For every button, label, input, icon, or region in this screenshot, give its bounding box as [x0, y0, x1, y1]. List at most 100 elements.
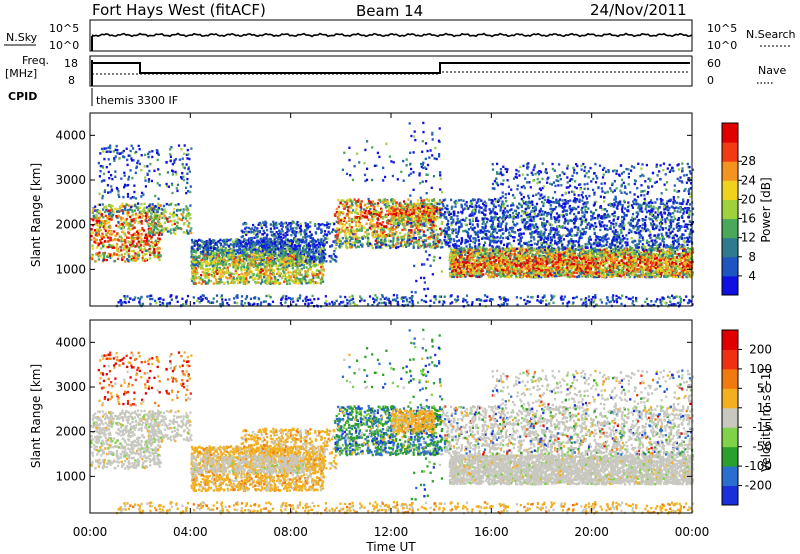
power-cell: [144, 237, 146, 239]
power-cell: [135, 213, 137, 215]
power-cell: [226, 269, 228, 271]
power-cell: [280, 239, 282, 241]
power-cell: [141, 251, 143, 253]
power-cell: [138, 240, 140, 242]
power-cell: [298, 278, 300, 280]
power-cell: [264, 237, 266, 239]
power-cell: [330, 255, 332, 257]
power-cell: [341, 199, 343, 201]
power-cell: [261, 279, 263, 281]
power-cell: [284, 254, 286, 256]
power-cell: [141, 239, 143, 241]
power-cell: [323, 257, 325, 259]
power-cell: [197, 261, 199, 263]
power-cell: [295, 262, 297, 264]
power-cell: [256, 233, 258, 235]
power-cell: [288, 260, 290, 262]
power-cell: [148, 248, 150, 250]
power-cell: [173, 229, 175, 231]
power-cell: [315, 248, 317, 250]
power-cell: [110, 174, 112, 176]
power-cell: [320, 229, 322, 231]
power-cell: [329, 232, 331, 234]
power-cell: [91, 235, 93, 237]
power-cell: [118, 226, 120, 228]
power-cell: [121, 151, 123, 153]
power-cell: [261, 263, 263, 265]
power-cell: [279, 255, 281, 257]
power-cell: [154, 224, 156, 226]
power-cell: [178, 144, 180, 146]
power-cell: [249, 271, 251, 273]
power-cell: [121, 203, 123, 205]
power-cell: [224, 250, 226, 252]
power-cell: [135, 197, 137, 199]
power-cell: [94, 229, 96, 231]
power-cell: [159, 254, 161, 256]
power-cell: [157, 159, 159, 161]
power-cell: [109, 191, 111, 193]
power-cell: [225, 276, 227, 278]
power-cell: [169, 230, 171, 232]
power-cell: [296, 268, 298, 270]
power-cell: [120, 249, 122, 251]
power-cell: [309, 258, 311, 260]
power-cell: [195, 273, 197, 275]
power-cell: [124, 260, 126, 262]
power-cell: [127, 209, 129, 211]
power-cell: [140, 210, 142, 212]
power-cell: [124, 239, 126, 241]
power-cell: [108, 210, 110, 212]
power-cell: [272, 221, 274, 223]
nsky-label: N.Sky: [6, 31, 38, 44]
power-cell: [149, 229, 151, 231]
power-cell: [322, 244, 324, 246]
power-cell: [327, 237, 329, 239]
power-cell: [303, 267, 305, 269]
power-cell: [173, 208, 175, 210]
power-cell: [270, 231, 272, 233]
power-cell: [282, 256, 284, 258]
power-cell: [256, 251, 258, 253]
power-cell: [194, 245, 196, 247]
power-cell: [335, 247, 337, 249]
power-cell: [182, 217, 184, 219]
nsearch-top-tick: 10^5: [707, 22, 737, 35]
power-cell: [329, 223, 331, 225]
power-cell: [291, 243, 293, 245]
power-cell: [313, 282, 315, 284]
power-cell: [295, 233, 297, 235]
power-cell: [251, 245, 253, 247]
power-cell: [287, 271, 289, 273]
power-cell: [245, 223, 247, 225]
power-cell: [201, 264, 203, 266]
power-cell: [169, 216, 171, 218]
power-cell: [170, 160, 172, 162]
power-cell: [270, 269, 272, 271]
power-cell: [324, 224, 326, 226]
power-cell: [190, 147, 192, 149]
power-cell: [310, 268, 312, 270]
power-cell: [320, 238, 322, 240]
power-cell: [149, 232, 151, 234]
power-cell: [107, 191, 109, 193]
power-cell: [213, 248, 215, 250]
power-cell: [107, 240, 109, 242]
power-cell: [309, 240, 311, 242]
power-cell: [175, 204, 177, 206]
power-cell: [250, 248, 252, 250]
power-cell: [159, 225, 161, 227]
power-cell: [116, 187, 118, 189]
power-cell: [270, 228, 272, 230]
power-cell: [130, 250, 132, 252]
power-cell: [332, 258, 334, 260]
power-cell: [150, 216, 152, 218]
beam-label: Beam 14: [356, 2, 423, 20]
power-cell: [320, 232, 322, 234]
power-cell: [320, 269, 322, 271]
power-cell: [131, 234, 133, 236]
power-cell: [140, 203, 142, 205]
power-cell: [218, 271, 220, 273]
power-cell: [302, 249, 304, 251]
power-cell: [131, 214, 133, 216]
